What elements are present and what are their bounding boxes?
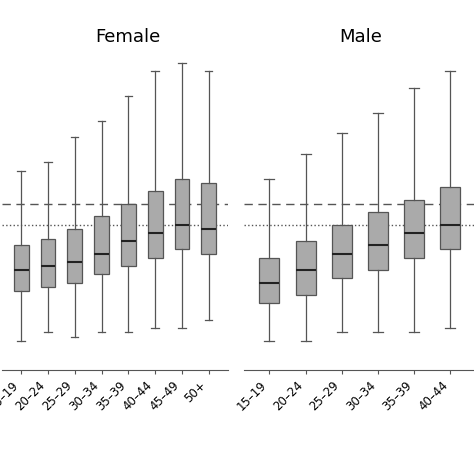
Text: Female: Female — [95, 28, 161, 46]
PathPatch shape — [14, 246, 28, 291]
PathPatch shape — [296, 241, 316, 295]
PathPatch shape — [67, 229, 82, 283]
PathPatch shape — [148, 191, 163, 258]
PathPatch shape — [94, 216, 109, 274]
PathPatch shape — [368, 212, 388, 270]
PathPatch shape — [440, 187, 460, 249]
PathPatch shape — [404, 200, 424, 258]
PathPatch shape — [41, 239, 55, 287]
PathPatch shape — [121, 204, 136, 266]
Text: Male: Male — [339, 28, 382, 46]
PathPatch shape — [332, 225, 352, 279]
PathPatch shape — [259, 258, 279, 303]
PathPatch shape — [201, 183, 216, 254]
PathPatch shape — [174, 179, 189, 249]
